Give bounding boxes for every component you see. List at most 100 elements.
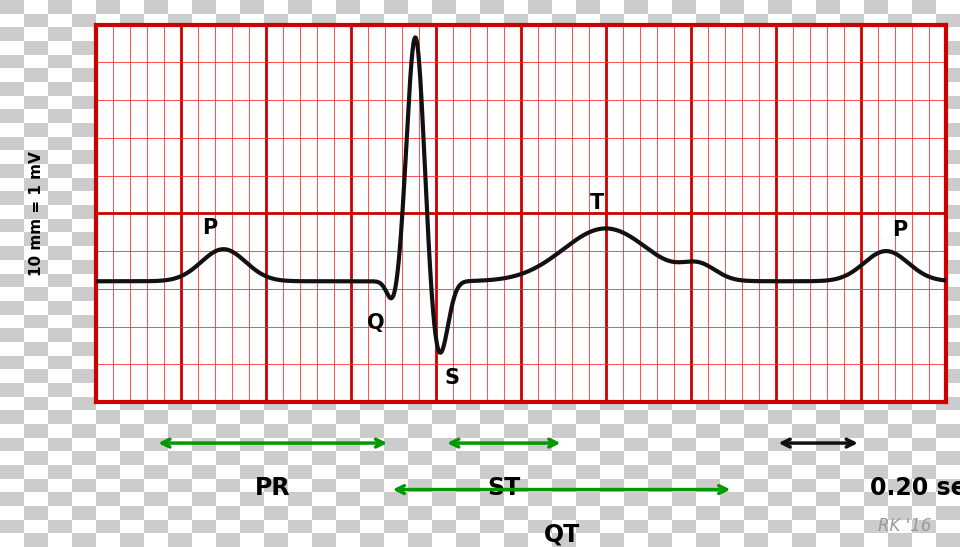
Bar [720,533,744,547]
Bar [264,41,288,55]
Bar [744,137,768,150]
Bar [360,438,384,451]
Bar [288,465,312,479]
Bar [288,82,312,96]
Bar [720,424,744,438]
Bar [504,438,528,451]
Bar [504,232,528,246]
Bar [936,232,960,246]
Bar [480,274,504,287]
Bar [168,219,192,232]
Bar [576,438,600,451]
Bar [432,68,456,82]
Bar [576,479,600,492]
Bar [384,82,408,96]
Bar [456,383,480,397]
Bar [504,150,528,164]
Bar [744,383,768,397]
Bar [912,424,936,438]
Bar [936,27,960,41]
Bar [144,315,168,328]
Bar [264,164,288,178]
Bar [624,191,648,205]
Bar [48,301,72,315]
Bar [192,150,216,164]
Bar [408,41,432,55]
Bar [72,178,96,191]
Bar [912,287,936,301]
Bar [792,274,816,287]
Bar [24,150,48,164]
Bar [744,232,768,246]
Bar [648,356,672,369]
Bar [936,164,960,178]
Bar [336,68,360,82]
Bar [768,178,792,191]
Bar [384,123,408,137]
Bar [480,315,504,328]
Bar [0,27,24,41]
Bar [72,191,96,205]
Bar [192,438,216,451]
Bar [0,55,24,68]
Bar [192,14,216,27]
Bar [936,383,960,397]
Bar [624,506,648,520]
Bar [720,274,744,287]
Bar [168,410,192,424]
Bar [744,82,768,96]
Bar [744,342,768,356]
Bar [912,451,936,465]
Bar [768,410,792,424]
Bar [336,137,360,150]
Bar [384,520,408,533]
Bar [456,178,480,191]
Bar [432,137,456,150]
Bar [576,369,600,383]
Bar [552,232,576,246]
Bar [480,164,504,178]
Bar [72,451,96,465]
Bar [456,492,480,506]
Bar [792,410,816,424]
Bar [480,219,504,232]
Bar [816,150,840,164]
Bar [408,424,432,438]
Bar [48,96,72,109]
Bar [384,191,408,205]
Bar [768,260,792,274]
Bar [504,123,528,137]
Bar [864,397,888,410]
Bar [360,424,384,438]
Bar [840,55,864,68]
Bar [24,164,48,178]
Bar [456,137,480,150]
Bar [528,356,552,369]
Bar [768,315,792,328]
Bar [144,342,168,356]
Bar [768,232,792,246]
Bar [48,342,72,356]
Bar [600,150,624,164]
Bar [480,451,504,465]
Bar [504,287,528,301]
Bar [216,328,240,342]
Bar [576,55,600,68]
Bar [696,68,720,82]
Bar [912,438,936,451]
Bar [624,287,648,301]
Bar [312,328,336,342]
Bar [240,109,264,123]
Bar [216,109,240,123]
Bar [72,232,96,246]
Bar [192,451,216,465]
Bar [864,55,888,68]
Bar [432,315,456,328]
Bar [936,520,960,533]
Bar [696,219,720,232]
Bar [48,246,72,260]
Bar [240,479,264,492]
Bar [216,260,240,274]
Bar [912,150,936,164]
Bar [360,27,384,41]
